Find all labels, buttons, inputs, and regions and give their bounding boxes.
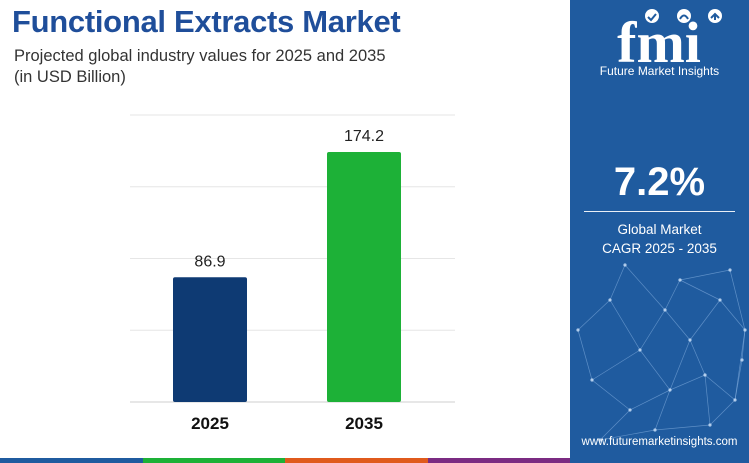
cagr-label-line-1: Global Market bbox=[617, 222, 702, 237]
network-node bbox=[623, 263, 627, 267]
network-link bbox=[719, 299, 746, 331]
strip-segment bbox=[142, 458, 285, 463]
bar-2025 bbox=[173, 277, 247, 402]
network-link bbox=[741, 329, 746, 361]
x-tick-label-2025: 2025 bbox=[191, 414, 229, 433]
strip-segment bbox=[285, 458, 428, 463]
sidebar: fmi Future Market Insights 7.2% Global M… bbox=[570, 0, 749, 463]
network-node bbox=[740, 358, 744, 362]
logo-dot-1 bbox=[645, 9, 659, 23]
network-link bbox=[624, 264, 666, 311]
network-node bbox=[668, 388, 672, 392]
bar-2035 bbox=[327, 152, 401, 402]
network-link bbox=[609, 264, 626, 301]
website-link[interactable]: www.futuremarketinsights.com bbox=[581, 436, 738, 448]
network-link bbox=[704, 374, 711, 426]
subtitle-line-1: Projected global industry values for 202… bbox=[14, 47, 386, 65]
cagr-divider bbox=[584, 211, 735, 212]
network-link bbox=[639, 309, 666, 351]
value-label-2025: 86.9 bbox=[194, 253, 225, 270]
network-link bbox=[664, 309, 691, 341]
network-node bbox=[708, 423, 712, 427]
strip-segment bbox=[0, 458, 143, 463]
network-link bbox=[689, 339, 706, 376]
network-node bbox=[703, 373, 707, 377]
page-subtitle: Projected global industry values for 202… bbox=[14, 46, 386, 88]
network-node bbox=[743, 328, 747, 332]
cagr-label: Global Market CAGR 2025 - 2035 bbox=[570, 220, 749, 258]
network-graphic bbox=[576, 263, 747, 442]
check-icon bbox=[647, 13, 657, 22]
network-link bbox=[599, 409, 631, 441]
value-label-2035: 174.2 bbox=[344, 128, 384, 145]
network-node bbox=[718, 298, 722, 302]
subtitle-line-2: (in USD Billion) bbox=[14, 68, 126, 86]
network-link bbox=[577, 299, 611, 331]
cagr-value: 7.2% bbox=[613, 160, 706, 204]
network-node bbox=[728, 268, 732, 272]
network-node bbox=[663, 308, 667, 312]
network-link bbox=[599, 429, 656, 441]
network-link bbox=[609, 299, 641, 351]
fmi-logo: fmi bbox=[617, 9, 722, 75]
person-icon bbox=[679, 14, 689, 20]
network-node bbox=[688, 338, 692, 342]
network-link bbox=[729, 269, 746, 331]
network-link bbox=[591, 349, 641, 381]
network-link bbox=[669, 374, 706, 391]
bar-chart: 86.9 2025 174.2 2035 bbox=[130, 114, 455, 433]
network-node bbox=[678, 278, 682, 282]
network-node bbox=[653, 428, 657, 432]
network-link bbox=[577, 329, 593, 381]
network-link bbox=[734, 329, 746, 401]
network-link bbox=[679, 269, 731, 281]
color-strip bbox=[0, 458, 570, 463]
network-link bbox=[591, 379, 631, 411]
growth-icon bbox=[710, 12, 720, 20]
network-node bbox=[590, 378, 594, 382]
network-link bbox=[669, 339, 691, 391]
network-node bbox=[638, 348, 642, 352]
network-link bbox=[639, 349, 671, 391]
network-node bbox=[628, 408, 632, 412]
network-link bbox=[734, 359, 743, 401]
network-link bbox=[709, 399, 736, 426]
network-link bbox=[664, 279, 681, 311]
network-node bbox=[733, 398, 737, 402]
network-link bbox=[629, 389, 671, 411]
x-tick-label-2035: 2035 bbox=[345, 414, 383, 433]
network-link bbox=[654, 424, 711, 431]
network-link bbox=[679, 279, 721, 301]
network-link bbox=[689, 299, 721, 341]
network-link bbox=[704, 374, 736, 401]
network-node bbox=[598, 438, 602, 442]
network-node bbox=[608, 298, 612, 302]
chart-panel: 86.9 2025 174.2 2035 Functional Extracts Ma… bbox=[0, 4, 570, 463]
network-node bbox=[576, 328, 580, 332]
cagr-label-line-2: CAGR 2025 - 2035 bbox=[602, 241, 717, 256]
strip-segment bbox=[427, 458, 570, 463]
network-link bbox=[654, 389, 671, 431]
brand-name: Future Market Insights bbox=[599, 64, 720, 78]
page-title: Functional Extracts Market bbox=[12, 4, 401, 39]
